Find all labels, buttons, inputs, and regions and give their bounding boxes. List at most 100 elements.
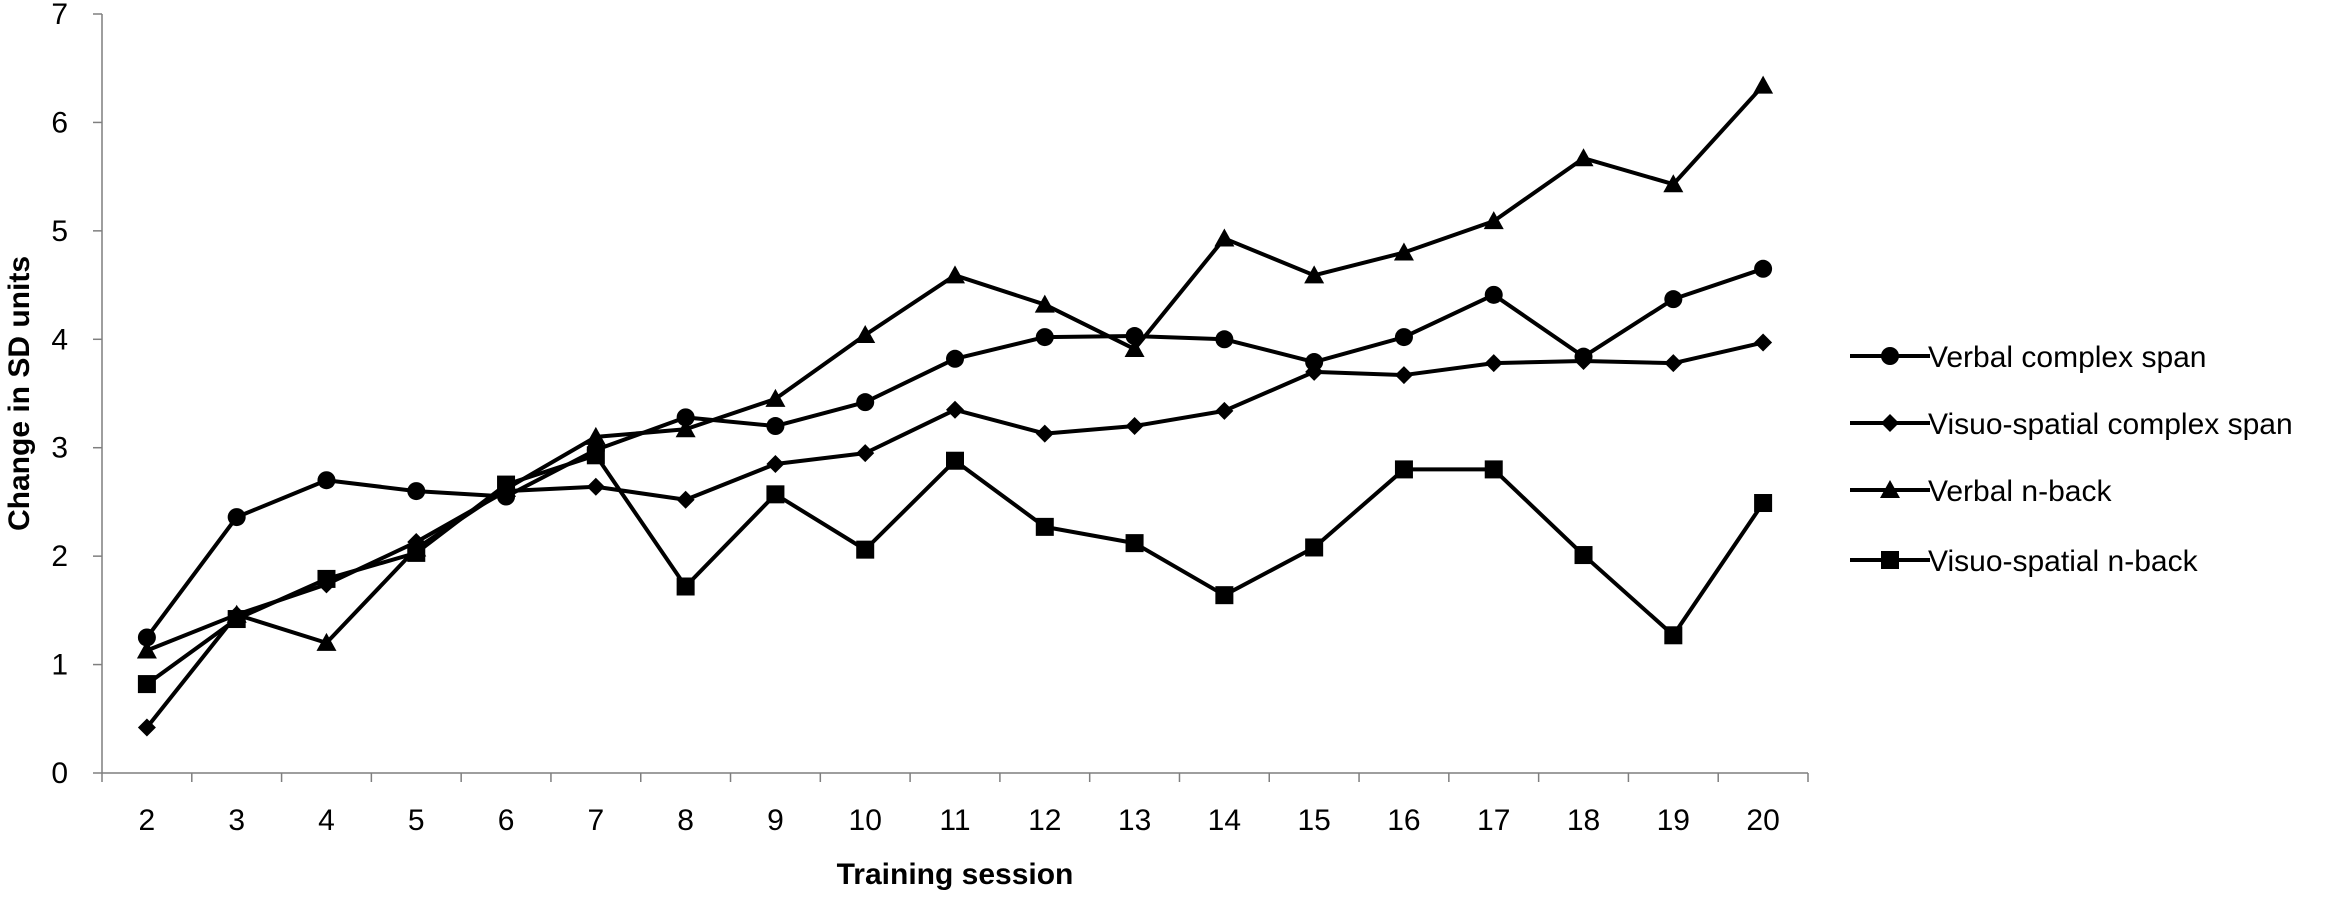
x-tick-label: 7: [587, 804, 604, 837]
data-point: [1305, 362, 1324, 381]
data-point: [136, 640, 157, 659]
series-square: [137, 446, 1773, 694]
data-point: [1393, 242, 1414, 261]
data-point: [855, 324, 876, 343]
x-tick-label: 15: [1297, 804, 1330, 837]
legend-label: Verbal complex span: [1928, 341, 2207, 374]
data-point: [1574, 351, 1593, 370]
data-point: [1035, 517, 1054, 536]
legend-item: Verbal n-back: [1850, 475, 2112, 508]
y-tick-label: 1: [51, 649, 68, 682]
legend-item: Visuo-spatial n-back: [1850, 545, 2199, 578]
x-tick-label: 4: [318, 804, 335, 837]
data-point: [407, 482, 426, 501]
y-tick-label: 7: [51, 0, 68, 31]
data-point: [946, 349, 964, 368]
x-tick-label: 19: [1657, 804, 1690, 837]
data-point: [1304, 265, 1325, 284]
data-point: [1034, 294, 1055, 313]
x-tick-label: 3: [228, 804, 245, 837]
data-point: [676, 577, 695, 596]
data-point: [1305, 538, 1324, 557]
data-point: [407, 543, 426, 562]
data-point: [766, 454, 785, 473]
data-point: [1125, 534, 1144, 553]
data-point: [137, 718, 156, 737]
x-tick-label: 12: [1028, 804, 1061, 837]
x-tick-label: 5: [408, 804, 425, 837]
data-point: [1124, 339, 1145, 358]
data-point: [856, 393, 875, 412]
data-point: [765, 388, 786, 407]
data-point: [1215, 586, 1234, 605]
y-tick-label: 4: [51, 323, 68, 356]
data-point: [1215, 401, 1234, 420]
legend-label: Visuo-spatial n-back: [1928, 545, 2199, 578]
legend-marker: [1880, 480, 1900, 498]
legend-item: Verbal complex span: [1850, 341, 2207, 374]
data-point: [1125, 417, 1144, 436]
data-point: [1573, 148, 1594, 167]
y-tick-label: 0: [51, 757, 68, 790]
x-tick-label: 8: [677, 804, 694, 837]
legend-marker: [1881, 347, 1899, 365]
data-point: [1215, 330, 1234, 349]
x-tick-label: 16: [1387, 804, 1420, 837]
series-diamond: [137, 333, 1773, 737]
data-point: [1574, 546, 1593, 565]
data-point: [1754, 494, 1773, 513]
legend-marker: [1881, 551, 1899, 569]
data-point: [137, 628, 156, 647]
data-point: [137, 675, 156, 694]
data-point: [1394, 460, 1413, 479]
data-point: [1305, 353, 1324, 372]
data-point: [1484, 460, 1503, 479]
data-point: [945, 265, 965, 284]
data-point: [1754, 333, 1773, 352]
data-point: [227, 610, 246, 629]
data-point: [1394, 328, 1413, 347]
data-point: [1484, 354, 1503, 373]
x-tick-label: 14: [1208, 804, 1241, 837]
x-tick-label: 17: [1477, 804, 1510, 837]
data-point: [766, 485, 785, 504]
data-point: [856, 444, 875, 463]
data-point: [1483, 211, 1504, 230]
data-point: [766, 417, 785, 436]
data-point: [316, 632, 337, 651]
y-tick-label: 6: [51, 106, 68, 139]
legend-label: Verbal n-back: [1928, 475, 2112, 508]
data-point: [1035, 424, 1054, 443]
data-point: [585, 426, 606, 445]
legend-label: Visuo-spatial complex span: [1928, 408, 2293, 441]
x-axis-title: Training session: [837, 858, 1074, 891]
data-point: [1664, 626, 1683, 645]
x-tick-label: 11: [939, 804, 970, 837]
x-tick-label: 10: [849, 804, 882, 837]
data-point: [1035, 328, 1054, 347]
y-tick-label: 5: [51, 215, 68, 248]
data-point: [317, 471, 336, 490]
y-tick-label: 2: [51, 540, 68, 573]
axes: [101, 14, 1808, 774]
legend-item: Visuo-spatial complex span: [1850, 408, 2293, 441]
x-tick-label: 13: [1118, 804, 1151, 837]
legend-marker: [1881, 414, 1899, 432]
x-axis-ticks: 2 3 4 5 6 7 8 9 10 11 12 13 14 15 16 17 18 19 20: [101, 773, 1809, 837]
data-point: [1663, 174, 1684, 193]
data-point: [586, 477, 605, 496]
data-point: [317, 569, 336, 588]
data-point: [1754, 259, 1773, 278]
data-point: [1753, 75, 1774, 94]
x-tick-label: 9: [767, 804, 784, 837]
y-tick-label: 3: [51, 432, 68, 465]
data-point: [675, 419, 696, 438]
data-point: [946, 400, 964, 419]
data-point: [676, 490, 695, 509]
series-line: [146, 84, 1765, 653]
x-tick-label: 20: [1746, 804, 1779, 837]
series-layer: [136, 75, 1774, 737]
data-point: [856, 540, 875, 559]
data-point: [227, 508, 246, 527]
